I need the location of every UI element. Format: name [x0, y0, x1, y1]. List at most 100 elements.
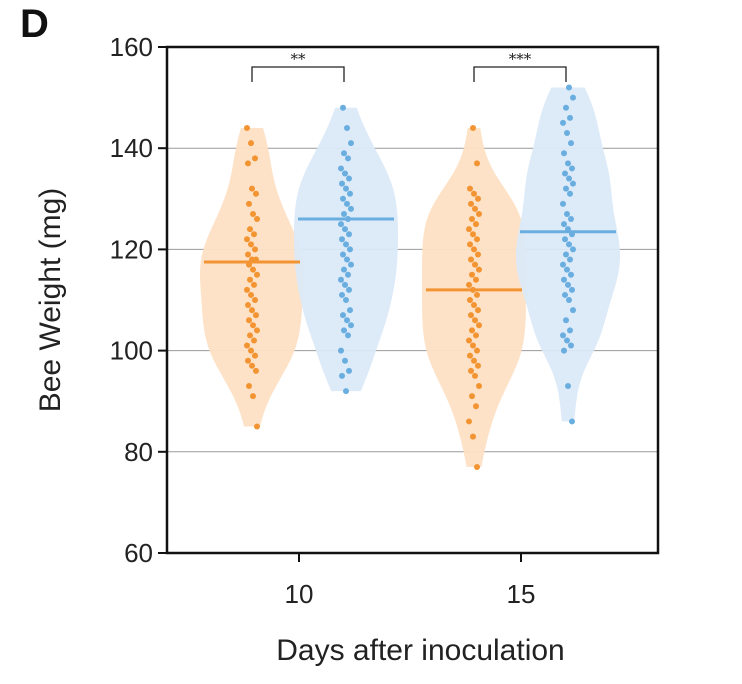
data-point	[474, 160, 480, 167]
y-tick-label: 140	[110, 133, 153, 163]
data-point	[246, 317, 252, 324]
data-point	[569, 418, 575, 425]
data-point	[252, 155, 258, 162]
data-point	[346, 175, 352, 182]
data-point	[251, 281, 257, 288]
data-point	[344, 256, 350, 263]
data-point	[475, 307, 481, 314]
data-point	[566, 175, 572, 182]
data-points	[244, 84, 576, 470]
data-point	[473, 276, 479, 283]
data-point	[247, 332, 253, 339]
data-point	[249, 185, 255, 192]
plot-frame	[165, 45, 660, 555]
data-point	[252, 297, 258, 303]
data-point	[346, 367, 352, 374]
data-point	[247, 226, 253, 233]
data-point	[563, 185, 569, 192]
data-point	[248, 140, 254, 147]
median-lines	[204, 217, 616, 292]
significance-brackets: ** ***	[251, 50, 567, 82]
data-point	[561, 150, 567, 157]
data-point	[244, 286, 250, 293]
data-point	[347, 246, 353, 253]
data-point	[570, 307, 576, 314]
data-point	[466, 281, 472, 288]
data-point	[474, 347, 480, 354]
data-point	[569, 165, 575, 172]
data-point	[569, 286, 575, 293]
data-point	[338, 221, 344, 228]
data-point	[473, 221, 479, 228]
data-point	[341, 327, 347, 334]
data-point	[246, 383, 252, 390]
data-point	[567, 114, 573, 121]
data-point	[251, 231, 257, 238]
data-point	[468, 200, 474, 207]
data-point	[562, 170, 568, 177]
data-point	[338, 347, 344, 354]
data-point	[476, 266, 482, 273]
x-axis-title: Days after inoculation	[276, 634, 565, 667]
data-point	[562, 236, 568, 243]
y-axis-title: Bee Weight (mg)	[34, 188, 67, 413]
violin-15-orange	[422, 127, 526, 468]
data-point	[467, 241, 473, 248]
data-point	[250, 393, 256, 400]
data-point	[249, 362, 255, 369]
data-point	[339, 372, 345, 379]
y-tick-label: 160	[110, 32, 153, 62]
data-point	[468, 312, 474, 319]
data-point	[342, 226, 348, 233]
data-point	[561, 347, 567, 354]
data-point	[471, 302, 477, 309]
data-point	[470, 231, 476, 238]
data-point	[570, 246, 576, 253]
data-point	[566, 84, 572, 91]
violin-10-orange	[200, 127, 304, 427]
data-point	[471, 246, 477, 253]
data-point	[253, 367, 259, 374]
data-point	[344, 124, 350, 131]
data-point	[560, 119, 566, 126]
data-point	[250, 210, 256, 217]
data-point	[343, 241, 349, 248]
data-point	[244, 124, 250, 131]
data-point	[245, 160, 251, 167]
data-point	[568, 216, 574, 223]
data-point	[252, 352, 258, 359]
data-point	[345, 155, 351, 162]
data-point	[468, 367, 474, 374]
data-point	[475, 251, 481, 258]
data-point	[347, 190, 353, 197]
data-point	[469, 393, 475, 400]
data-point	[250, 266, 256, 273]
data-point	[469, 271, 475, 278]
significance-bracket	[251, 66, 345, 82]
data-point	[469, 327, 475, 334]
data-point	[476, 210, 482, 217]
data-point	[245, 251, 251, 258]
significance-label: **	[291, 50, 307, 68]
data-point	[339, 180, 345, 187]
data-point	[254, 271, 260, 278]
data-point	[563, 104, 569, 111]
y-tick-label: 120	[110, 234, 153, 264]
data-point	[476, 383, 482, 390]
data-point	[340, 312, 346, 319]
data-point	[560, 332, 566, 339]
data-point	[561, 221, 567, 228]
data-point	[467, 297, 473, 303]
data-point	[570, 94, 576, 101]
data-point	[468, 256, 474, 263]
data-point	[254, 216, 260, 223]
data-point	[342, 357, 348, 364]
data-point	[248, 241, 254, 248]
axes: 60 80 100 120 140 160 10 15	[110, 32, 536, 609]
data-point	[251, 337, 257, 344]
data-point	[467, 352, 473, 359]
data-point	[341, 266, 347, 273]
data-point	[246, 200, 252, 207]
data-point	[341, 150, 347, 157]
